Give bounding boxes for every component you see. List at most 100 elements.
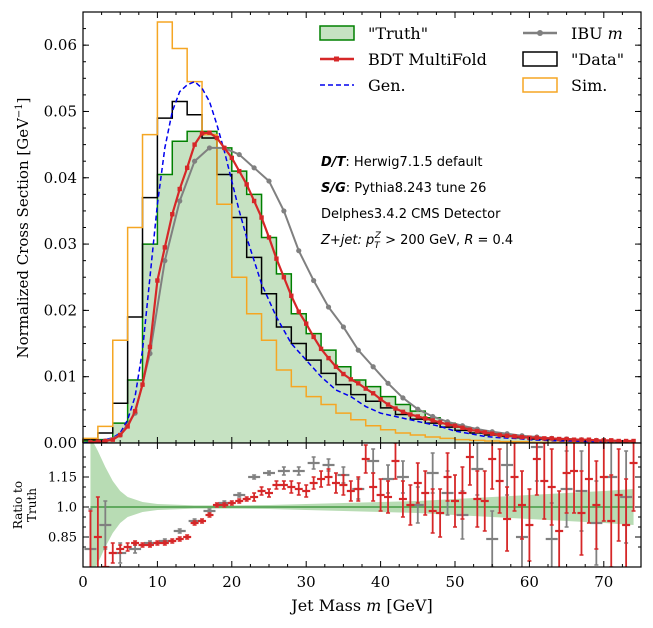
multifold-point — [504, 433, 510, 438]
multifold-point — [229, 155, 234, 161]
ibu-point — [340, 324, 346, 330]
main-x-ticks — [82, 12, 642, 443]
multifold-point — [281, 275, 287, 280]
x-tick-label: 30 — [297, 573, 316, 591]
multifold-point — [259, 215, 264, 220]
truth-fill — [83, 131, 634, 443]
legend-label-sim: Sim. — [571, 76, 607, 95]
ibu-point — [400, 395, 406, 401]
multifold-point — [192, 142, 197, 147]
y-tick-label: 0.00 — [44, 434, 77, 452]
y-tick-label: 0.05 — [44, 102, 77, 120]
main-y-ticks: 0.00 0.01 0.02 0.03 0.04 0.05 0.06 — [44, 28, 641, 452]
x-tick-label: 40 — [371, 573, 390, 591]
legend-label-gen: Gen. — [368, 76, 406, 95]
ibu-point — [251, 165, 257, 171]
x-tick-label: 0 — [78, 573, 88, 591]
multifold-point — [519, 434, 525, 440]
multifold-point — [207, 130, 212, 135]
ibu-point — [430, 413, 436, 420]
multifold-point — [184, 165, 190, 171]
multifold-point — [311, 334, 316, 340]
multifold-point — [88, 440, 93, 445]
multifold-point — [512, 434, 517, 439]
multifold-point — [370, 391, 376, 396]
sim-histogram — [82, 21, 635, 444]
ratio-x-ticks: 0 10 20 30 40 50 60 70 — [78, 443, 642, 591]
x-tick-label: 20 — [222, 573, 241, 591]
annotation-line-1: D/T: Herwig7.1.5 default — [321, 155, 483, 170]
ibu-point — [415, 406, 421, 412]
y-tick-label: 0.02 — [44, 301, 77, 319]
annotation-block: D/T: Herwig7.1.5 default S/G: Pythia8.24… — [320, 155, 513, 251]
multifold-point — [594, 438, 599, 443]
legend-item-ibu: IBU m — [523, 24, 623, 43]
y-axis-label: Normalized Cross Section [GeV−1] — [14, 97, 32, 358]
multifold-point — [542, 436, 547, 441]
annotation-line-4: Z+jet: pTZ > 200 GeV, R = 0.4 — [320, 231, 513, 251]
legend-marker-ibu — [537, 30, 543, 36]
multifold-point — [318, 346, 324, 352]
multifold-point — [132, 408, 138, 414]
multifold-point — [296, 309, 301, 314]
ibu-point — [325, 304, 332, 310]
multifold-point — [452, 423, 458, 428]
multifold-point — [415, 414, 420, 419]
multifold-point — [490, 431, 495, 436]
legend: "Truth" BDT MultiFold Gen. IBU m "Data" … — [319, 24, 624, 95]
x-tick-label: 60 — [520, 573, 539, 591]
multifold-point — [333, 364, 339, 369]
y-tick-label: 0.04 — [44, 169, 77, 187]
multifold-point — [95, 439, 101, 444]
ibu-point — [281, 208, 287, 214]
multifold-point — [147, 344, 153, 350]
y-tick-label: 0.01 — [44, 368, 77, 386]
ratio-y-axis-label-2: Truth — [25, 488, 39, 522]
annotation-line-2: S/G: Pythia8.243 tune 26 — [321, 181, 486, 196]
multifold-point — [579, 437, 584, 442]
ratio-y-ticks: 0.85 1.0 1.15 — [48, 456, 641, 548]
ibu-point — [266, 178, 272, 184]
ratio-series — [84, 443, 638, 567]
y-tick-label: 0.03 — [44, 235, 77, 253]
x-tick-label: 70 — [594, 573, 613, 591]
legend-label-truth: "Truth" — [368, 24, 428, 43]
ibu-point — [385, 380, 391, 386]
multifold-point — [237, 168, 242, 174]
multifold-point — [222, 145, 227, 151]
multifold-point — [177, 186, 182, 192]
ratio-y-tick-label: 1.0 — [56, 501, 77, 516]
ibu-point — [236, 151, 242, 158]
ratio-y-axis-label-1: Ratio to — [11, 481, 25, 529]
ratio-y-tick-label: 1.15 — [48, 471, 77, 486]
x-tick-label: 10 — [148, 573, 167, 591]
multifold-point — [400, 409, 406, 415]
multifold-point — [118, 432, 123, 438]
multifold-point — [289, 293, 294, 298]
legend-item-truth: "Truth" — [319, 24, 428, 43]
multifold-point — [467, 427, 473, 432]
multifold-point — [408, 412, 413, 417]
multifold-point — [155, 278, 160, 283]
multifold-point — [251, 198, 257, 204]
legend-swatch-sim — [522, 77, 558, 93]
multifold-point — [341, 371, 346, 377]
multifold-point — [556, 436, 562, 442]
multifold-point — [571, 437, 577, 442]
multifold-point — [586, 437, 592, 442]
multifold-point — [348, 377, 354, 382]
multifold-point — [266, 235, 272, 240]
legend-item-gen: Gen. — [320, 76, 406, 95]
multifold-point — [363, 386, 368, 391]
ratio-y-tick-label: 0.85 — [48, 531, 77, 546]
x-tick-label: 50 — [445, 573, 464, 591]
multifold-point — [199, 131, 205, 136]
multifold-point — [214, 135, 220, 141]
multifold-point — [170, 212, 175, 217]
multifold-point — [326, 355, 331, 361]
truth-uncertainty-band — [90, 443, 634, 567]
annotation-line-3: Delphes3.4.2 CMS Detector — [321, 207, 501, 222]
ibu-point — [296, 248, 302, 254]
ibu-point — [177, 198, 183, 204]
